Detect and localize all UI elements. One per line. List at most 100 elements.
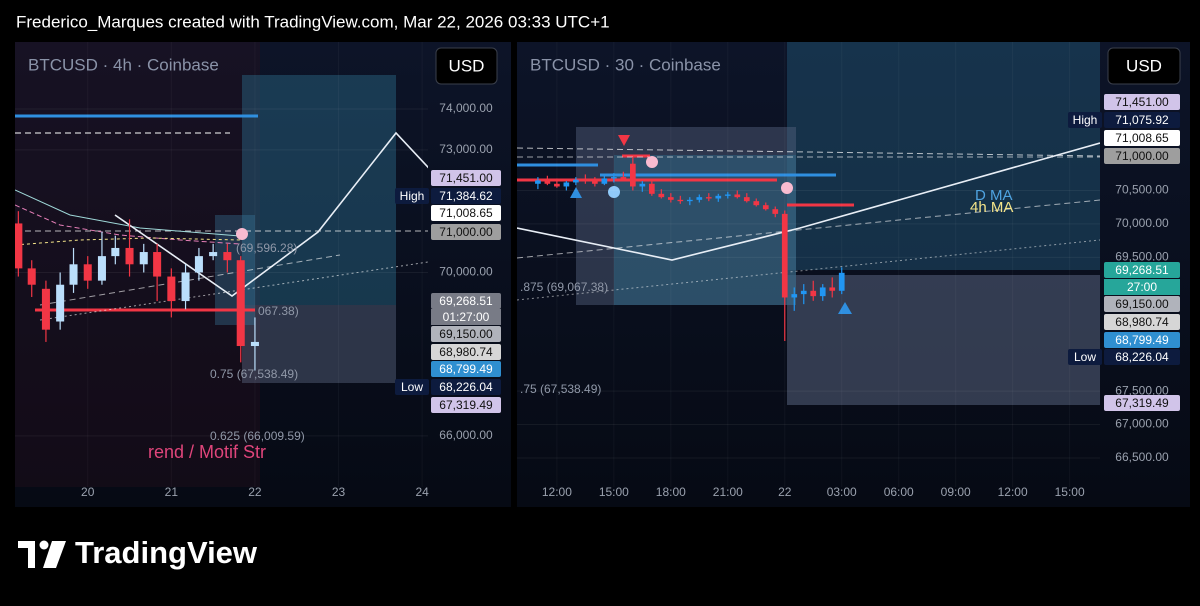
- candle-body: [715, 195, 722, 199]
- candle-body: [125, 247, 134, 265]
- price-label: 67,319.49: [1115, 396, 1169, 410]
- x-tick-label: 15:00: [599, 485, 629, 499]
- candle-body: [97, 256, 106, 281]
- candle-body: [686, 199, 693, 202]
- candle-body: [139, 252, 148, 265]
- candle-body: [829, 287, 836, 291]
- countdown-box: [1104, 279, 1180, 295]
- price-label-box: [431, 188, 501, 204]
- candle-body: [677, 199, 684, 202]
- logo-text: TradingView: [75, 535, 258, 570]
- annotation: D MA: [975, 187, 1013, 204]
- y-tick-label: 66,500.00: [1115, 450, 1169, 464]
- countdown: 01:27:00: [443, 310, 490, 324]
- price-label-box: [431, 379, 501, 395]
- candle-body: [658, 193, 665, 198]
- price-label: 71,008.65: [439, 206, 493, 220]
- candle-body: [111, 247, 120, 257]
- price-tag: High: [400, 189, 425, 203]
- price-label: 69,150.00: [1115, 297, 1169, 311]
- logo-shape: [39, 540, 49, 550]
- y-tick-label: 66,000.00: [439, 428, 493, 442]
- candle-body: [41, 288, 50, 330]
- candle-body: [724, 194, 731, 196]
- price-tag-box: [1068, 112, 1102, 128]
- x-tick-label: 12:00: [542, 485, 572, 499]
- candle-body: [194, 256, 203, 273]
- line: [39, 254, 341, 306]
- price-label: 71,000.00: [439, 225, 493, 239]
- x-tick-label: 15:00: [1055, 485, 1085, 499]
- candle-body: [601, 178, 608, 184]
- candle-body: [153, 252, 162, 277]
- candle-body: [15, 223, 23, 269]
- path-line: [517, 142, 1100, 261]
- price-label-box: [1104, 148, 1180, 164]
- price-label-box: [431, 344, 501, 360]
- candle-body: [800, 290, 807, 295]
- price-label-box: [1104, 314, 1180, 330]
- y-tick-label: 73,000.00: [439, 142, 493, 156]
- price-label-box: [1104, 349, 1180, 365]
- zone: [787, 275, 1100, 405]
- x-tick-label: 09:00: [941, 485, 971, 499]
- annotation: 0.625 (66,009.59): [210, 429, 305, 443]
- annotation: 067.38): [258, 304, 299, 318]
- price-label: 67,319.49: [439, 398, 493, 412]
- price-tag-box: [395, 188, 429, 204]
- price-label: 69,268.51: [1115, 263, 1169, 277]
- marker: [646, 156, 658, 168]
- price-label: 71,384.62: [439, 189, 493, 203]
- line: [39, 261, 428, 321]
- path-line: [114, 131, 428, 297]
- candle-body: [629, 163, 636, 187]
- y-tick-label: 67,000.00: [1115, 417, 1169, 431]
- marker: [608, 186, 620, 198]
- zone: [242, 305, 396, 383]
- annotation: 4h MA: [970, 199, 1013, 216]
- candle-body: [620, 177, 627, 180]
- candle-body: [573, 179, 579, 183]
- marker: [236, 228, 248, 240]
- ma: [15, 189, 241, 237]
- candle-body: [554, 183, 560, 187]
- price-label: 68,799.49: [439, 362, 493, 376]
- marker: [838, 302, 852, 314]
- y-tick-label: 70,000.00: [439, 265, 493, 279]
- annotation: .875 (69,067.38): [520, 280, 608, 294]
- price-label: 71,008.65: [1115, 131, 1169, 145]
- caption: Frederico_Marques created with TradingVi…: [16, 12, 610, 31]
- chart-title: BTCUSD · 30 · Coinbase: [530, 55, 721, 74]
- price-label-box: [1104, 332, 1180, 348]
- candle-body: [27, 268, 36, 285]
- x-tick-label: 20: [81, 485, 95, 499]
- candle-body: [696, 197, 703, 200]
- price-label: 68,226.04: [1115, 350, 1169, 364]
- candle-body: [83, 264, 92, 281]
- candle-body: [592, 181, 598, 184]
- left-panel: [15, 42, 511, 507]
- y-tick-label: 70,000.00: [1115, 216, 1169, 230]
- candle-body: [181, 272, 190, 302]
- countdown: 27:00: [1127, 280, 1157, 294]
- price-tag-box: [395, 379, 429, 395]
- marker: [618, 135, 630, 146]
- logo-shape: [28, 541, 35, 568]
- price-label-box: [1104, 262, 1180, 278]
- currency-label: USD: [1126, 56, 1162, 75]
- candle-body: [705, 197, 712, 199]
- y-tick-label: 69,500.00: [1115, 250, 1169, 264]
- x-tick-label: 03:00: [827, 485, 857, 499]
- price-label-box: [431, 224, 501, 240]
- currency-label: USD: [449, 56, 485, 75]
- logo-shape: [18, 541, 35, 548]
- x-tick-label: 23: [332, 485, 346, 499]
- candle-body: [648, 183, 655, 194]
- annotation: .75 (67,538.49): [520, 382, 601, 396]
- price-tag: Low: [1074, 350, 1096, 364]
- price-label-box: [431, 205, 501, 221]
- price-label: 71,000.00: [1115, 149, 1169, 163]
- x-tick-label: 21: [165, 485, 179, 499]
